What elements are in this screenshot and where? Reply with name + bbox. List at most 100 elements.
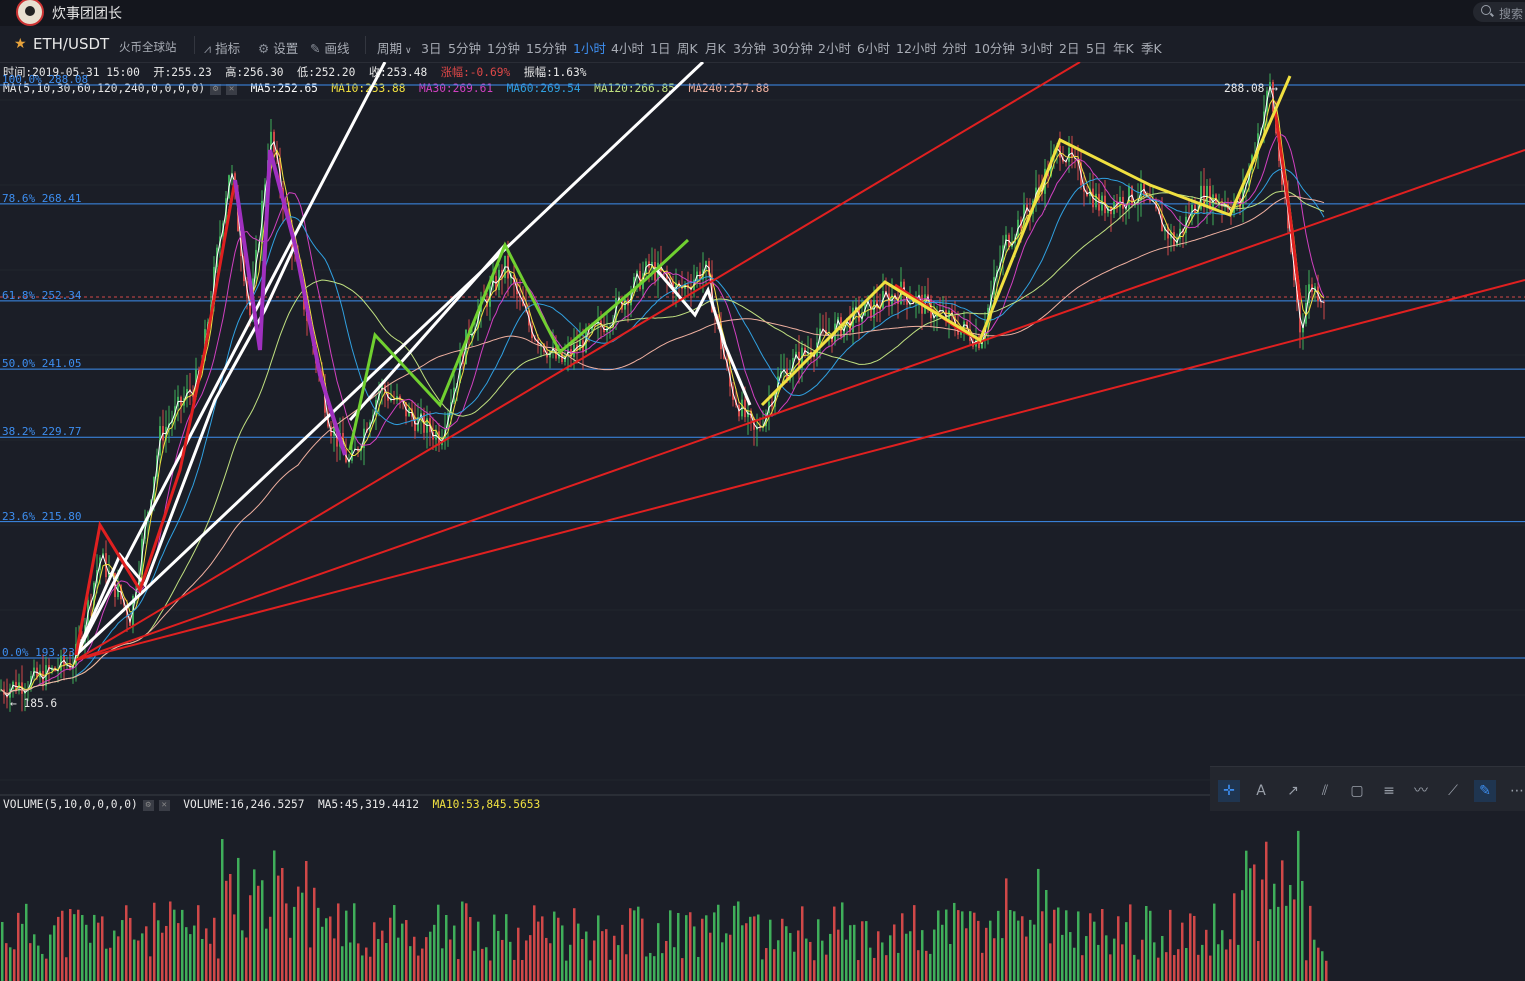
volume-bar: [177, 923, 180, 981]
wave-icon[interactable]: 〰: [1414, 783, 1428, 799]
period-19[interactable]: 年K: [1113, 41, 1134, 56]
volume-bar: [661, 953, 664, 981]
volume-bar: [1177, 949, 1180, 981]
candlestick-chart[interactable]: [0, 62, 1525, 981]
fib-label: 38.2% 229.77: [2, 425, 82, 439]
ma10-line: [0, 98, 1325, 695]
volume-bar: [1193, 915, 1196, 981]
draw-button[interactable]: ✎ 画线: [310, 41, 350, 56]
period-6[interactable]: 1日: [650, 41, 671, 56]
period-3[interactable]: 15分钟: [526, 41, 567, 56]
volume-bar: [625, 954, 628, 981]
indicator-icon: ⩘: [204, 41, 212, 56]
period-dropdown[interactable]: 周期 ∨: [377, 41, 412, 56]
volume-bar: [997, 910, 1000, 981]
period-1[interactable]: 5分钟: [448, 41, 481, 56]
period-8[interactable]: 月K: [705, 41, 726, 56]
settings-mini-button[interactable]: ⚙: [142, 799, 154, 811]
volume-bar: [1301, 880, 1304, 981]
volume-bar: [209, 943, 212, 981]
volume-bar: [717, 904, 720, 981]
volume-bar: [17, 912, 20, 981]
fib-icon[interactable]: ≡: [1383, 783, 1395, 799]
volume-bar: [765, 948, 768, 981]
volume-bar: [89, 942, 92, 981]
volume-bar: [405, 920, 408, 981]
volume-bar: [1269, 909, 1272, 981]
period-20[interactable]: 季K: [1141, 41, 1162, 56]
volume-bar: [709, 932, 712, 981]
volume-bar: [505, 914, 508, 981]
volume-bar: [913, 905, 916, 981]
ruler-icon[interactable]: ⟋: [1448, 783, 1458, 799]
volume-bar: [721, 942, 724, 981]
volume-bar: [641, 918, 644, 981]
indicator-button[interactable]: ⩘ 指标: [204, 41, 241, 56]
avatar[interactable]: [16, 0, 44, 26]
volume-bar: [497, 930, 500, 981]
period-0[interactable]: 3日: [421, 41, 442, 56]
volume-bar: [249, 895, 252, 981]
volume-bar: [437, 904, 440, 981]
volume-bar: [993, 938, 996, 981]
volume-bar: [421, 948, 424, 981]
volume-bar: [909, 931, 912, 981]
volume-bar: [269, 916, 272, 981]
volume-bar: [29, 943, 32, 981]
period-15[interactable]: 10分钟: [974, 41, 1015, 56]
volume-bar: [429, 931, 432, 981]
close-mini-button[interactable]: ✕: [158, 799, 170, 811]
text-icon[interactable]: A: [1256, 783, 1266, 799]
period-11[interactable]: 2小时: [818, 41, 851, 56]
search-box[interactable]: 搜索: [1473, 2, 1525, 22]
period-2[interactable]: 1分钟: [487, 41, 520, 56]
pitchfork-icon[interactable]: ⫽: [1321, 783, 1329, 799]
period-7[interactable]: 周K: [677, 41, 698, 56]
pen-icon[interactable]: ✎: [1474, 780, 1496, 802]
volume-bar: [1165, 952, 1168, 981]
period-12[interactable]: 6小时: [857, 41, 890, 56]
period-16[interactable]: 3小时: [1020, 41, 1053, 56]
volume-bar: [81, 915, 84, 981]
volume-bar: [197, 905, 200, 981]
period-18[interactable]: 5日: [1086, 41, 1107, 56]
more-icon[interactable]: ⋯: [1510, 783, 1524, 799]
settings-mini-button[interactable]: ⚙: [210, 83, 222, 95]
rectangle-icon[interactable]: ▢: [1350, 783, 1364, 799]
volume-bar: [1001, 938, 1004, 981]
volume-bar: [961, 911, 964, 981]
volume-bar: [69, 909, 72, 981]
volume-bar: [1189, 913, 1192, 981]
volume-bar: [245, 937, 248, 981]
period-10[interactable]: 30分钟: [772, 41, 813, 56]
crosshair-icon[interactable]: ✛: [1218, 780, 1240, 802]
volume-bar: [689, 912, 692, 981]
volume-bar: [785, 926, 788, 981]
volume-bar: [845, 939, 848, 981]
trend-line-icon[interactable]: ↗: [1287, 783, 1299, 799]
period-13[interactable]: 12小时: [896, 41, 937, 56]
trading-pair[interactable]: ETH/USDT: [33, 35, 110, 53]
period-4[interactable]: 1小时: [573, 41, 606, 56]
settings-button[interactable]: ⚙ 设置: [258, 41, 299, 56]
volume-bar: [1253, 864, 1256, 981]
period-17[interactable]: 2日: [1059, 41, 1080, 56]
volume-bar: [1289, 884, 1292, 981]
volume-bar: [985, 927, 988, 981]
close-mini-button[interactable]: ✕: [226, 83, 238, 95]
trend-line-white: [74, 244, 297, 656]
volume-bar: [989, 920, 992, 981]
volume-bar: [597, 915, 600, 981]
volume-bar: [965, 928, 968, 981]
ma240-line: [0, 195, 1325, 695]
trend-line-white: [348, 244, 507, 421]
search-icon: [1481, 5, 1491, 15]
volume-bar: [373, 922, 376, 981]
volume-bar: [681, 958, 684, 981]
volume-bar: [1201, 944, 1204, 981]
favorite-star-icon[interactable]: ★: [14, 36, 27, 52]
volume-bar: [945, 909, 948, 981]
period-9[interactable]: 3分钟: [733, 41, 766, 56]
period-14[interactable]: 分时: [942, 41, 968, 56]
period-5[interactable]: 4小时: [611, 41, 644, 56]
